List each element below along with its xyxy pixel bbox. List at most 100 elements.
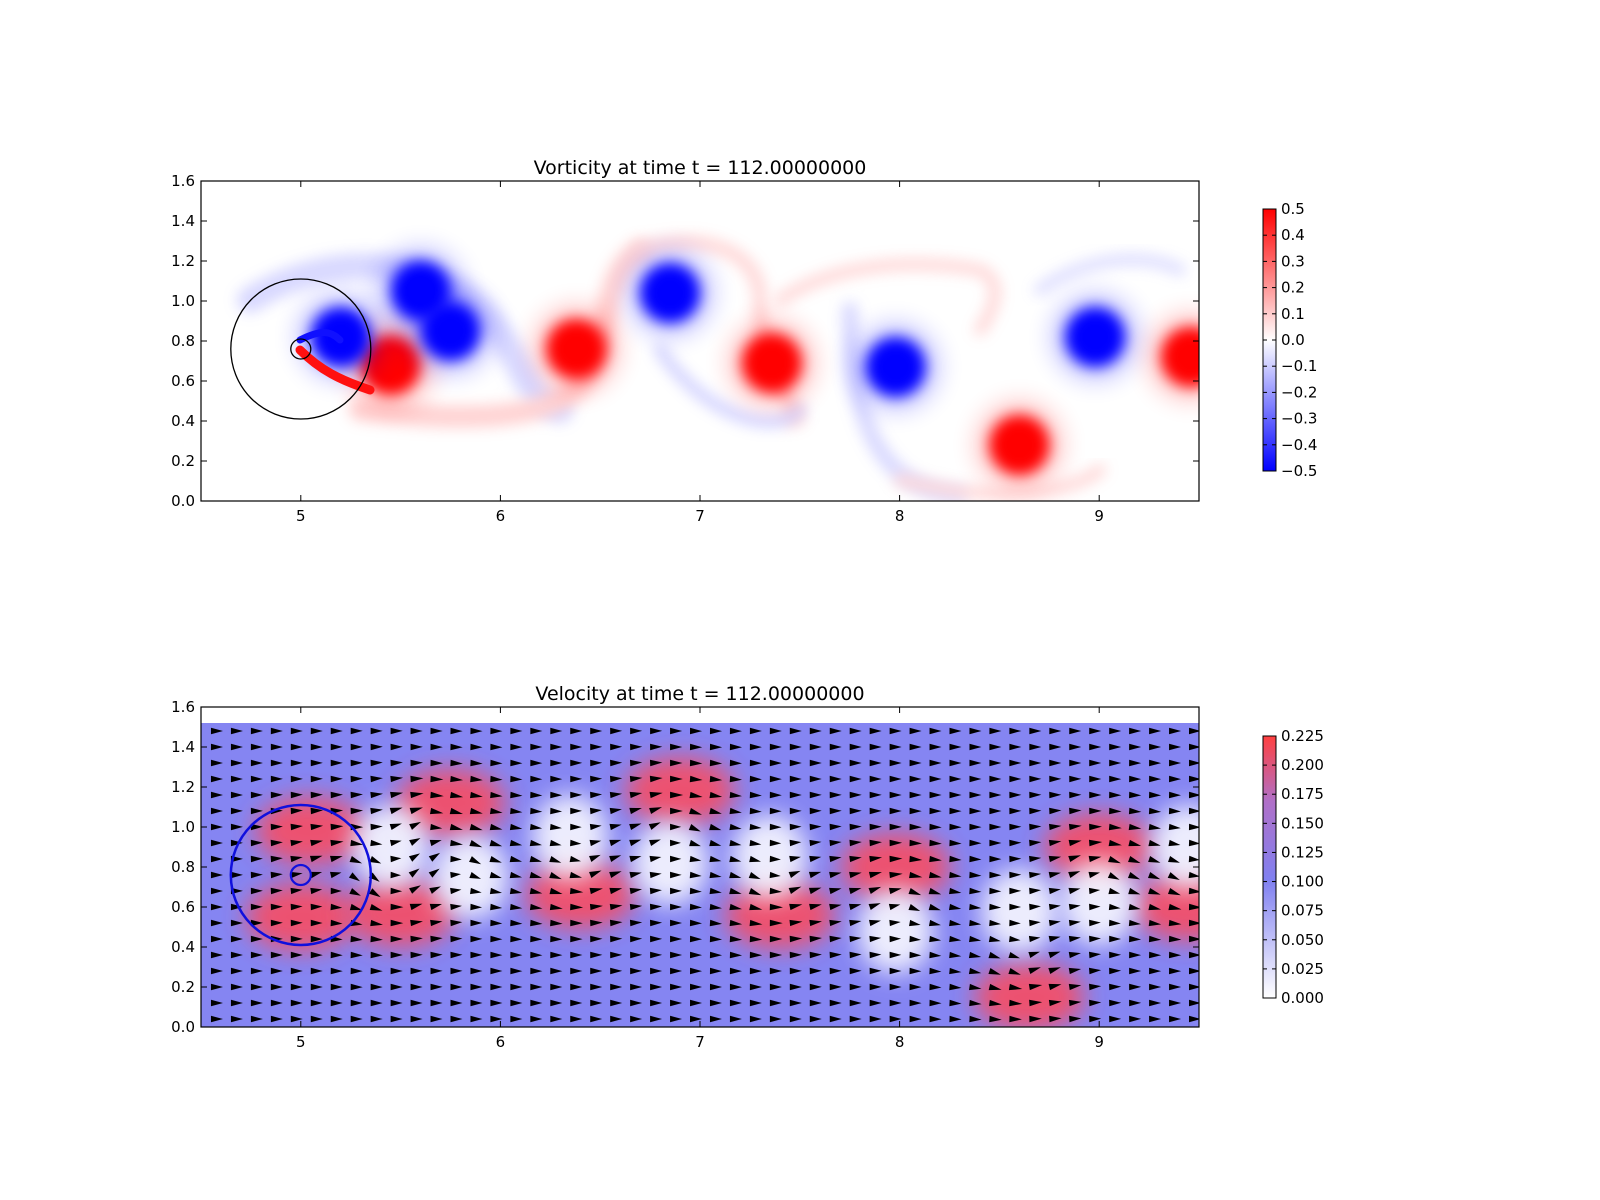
velocity-quiver-arrow [909, 839, 923, 847]
velocity-quiver-arrow [1148, 919, 1162, 927]
velocity-quiver-arrow [610, 999, 623, 1007]
velocity-quiver-arrow [1188, 919, 1199, 927]
velocity-quiver-arrow [610, 743, 623, 751]
velocity-quiver-arrow [489, 807, 503, 815]
velocity-quiver-arrow [729, 871, 742, 879]
velocity-quiver-arrow [529, 823, 543, 831]
velocity-quiver-arrow [290, 919, 303, 927]
velocity-quiver-arrow [650, 967, 663, 975]
velocity-quiver-arrow [390, 935, 404, 943]
velocity-quiver-arrow [928, 887, 942, 895]
velocity-quiver-arrow [389, 839, 402, 847]
velocity-quiver-arrow [290, 791, 303, 799]
velocity-quiver-arrow [230, 967, 243, 975]
velocity-quiver-arrow [410, 983, 423, 991]
velocity-quiver-arrow [869, 743, 882, 751]
velocity-quiver-arrow [889, 807, 902, 815]
velocity-domain-circle [229, 803, 373, 947]
velocity-quiver-arrow [729, 743, 742, 751]
velocity-quiver-arrow [709, 743, 723, 751]
velocity-quiver-arrow [829, 807, 842, 815]
velocity-quiver-arrow [349, 903, 363, 911]
velocity-quiver-arrow [569, 855, 581, 863]
velocity-quiver-arrow [909, 807, 922, 815]
velocity-quiver-arrow [350, 743, 363, 751]
velocity-quiver-arrow [1108, 839, 1122, 847]
velocity-quiver-arrow [929, 839, 942, 847]
velocity-quiver-arrow [789, 807, 802, 815]
velocity-quiver-arrow [689, 727, 703, 735]
velocity-quiver-arrow [729, 967, 743, 975]
velocity-quiver-arrow [290, 871, 303, 879]
velocity-quiver-arrow [1028, 967, 1041, 975]
velocity-quiver-arrow [290, 967, 303, 975]
velocity-quiver-arrow [490, 727, 503, 735]
velocity-quiver-arrow [670, 887, 682, 895]
velocity-quiver-arrow [929, 967, 942, 975]
velocity-quiver-arrow [949, 775, 962, 783]
velocity-quiver-arrow [450, 887, 462, 895]
velocity-quiver-arrow [450, 983, 463, 991]
velocity-quiver-arrow [969, 839, 982, 847]
velocity-quiver-arrow [909, 823, 922, 831]
velocity-quiver-arrow [469, 856, 482, 865]
velocity-quiver-arrow [609, 887, 623, 895]
velocity-quiver-arrow [270, 967, 283, 975]
velocity-quiver-arrow [969, 807, 982, 815]
velocity-quiver-arrow [709, 727, 723, 735]
velocity-x-tick-label: 5 [296, 1033, 306, 1051]
velocity-quiver-arrow [430, 983, 443, 991]
velocity-quiver-arrow [449, 807, 463, 815]
velocity-quiver-arrow [649, 855, 662, 863]
velocity-quiver-arrow [969, 791, 982, 799]
velocity-quiver-arrow [989, 855, 1002, 863]
velocity-quiver-arrow [390, 951, 403, 959]
velocity-quiver-arrow [1009, 759, 1022, 767]
velocity-quiver-arrow [210, 775, 223, 783]
velocity-quiver-arrow [630, 951, 643, 959]
velocity-quiver-arrow [1029, 727, 1042, 735]
velocity-y-tick-label: 0.4 [171, 938, 195, 956]
velocity-quiver-arrow [649, 759, 663, 767]
velocity-quiver-arrow [888, 903, 901, 911]
velocity-y-tick-label: 1.0 [171, 818, 195, 836]
velocity-quiver-arrow [590, 999, 603, 1007]
velocity-quiver-arrow [1128, 887, 1141, 895]
vortex-core [546, 319, 607, 379]
velocity-field [201, 723, 1199, 1027]
vorticity-field [237, 235, 1199, 501]
velocity-quiver-arrow [948, 903, 962, 911]
velocity-quiver-arrow [290, 823, 303, 831]
velocity-quiver-arrow [310, 1015, 323, 1023]
velocity-quiver-arrow [629, 807, 642, 815]
velocity-quiver-arrow [949, 935, 962, 943]
velocity-quiver-arrow [1168, 855, 1180, 863]
velocity-quiver-arrow [429, 903, 442, 911]
velocity-quiver-arrow [889, 999, 902, 1007]
velocity-quiver-arrow [929, 759, 942, 767]
velocity-quiver-arrow [570, 951, 583, 959]
velocity-fast-region [625, 757, 736, 825]
velocity-quiver-arrow [530, 983, 543, 991]
velocity-quiver-arrow [630, 1015, 643, 1023]
velocity-quiver-arrow [1129, 759, 1142, 767]
velocity-quiver-arrow [450, 743, 463, 751]
velocity-quiver-arrow [309, 871, 323, 879]
velocity-quiver-arrow [929, 935, 942, 943]
velocity-quiver-arrow [609, 791, 623, 799]
velocity-quiver-arrow [350, 807, 364, 815]
velocity-quiver-arrow [889, 967, 902, 975]
velocity-quiver-arrow [290, 759, 303, 767]
velocity-quiver-arrow [1129, 967, 1142, 975]
velocity-quiver-arrow [609, 855, 622, 863]
velocity-quiver-arrow [909, 935, 922, 943]
velocity-quiver-arrow [968, 967, 982, 975]
velocity-quiver-arrow [550, 919, 563, 927]
velocity-quiver-arrow [709, 871, 722, 879]
velocity-quiver-arrow [690, 1015, 703, 1023]
velocity-quiver-arrow [929, 951, 942, 959]
velocity-quiver-arrow [829, 1015, 842, 1023]
vorticity-filament [774, 258, 1001, 336]
velocity-quiver-arrow [469, 807, 483, 815]
velocity-quiver-arrow [230, 871, 243, 879]
